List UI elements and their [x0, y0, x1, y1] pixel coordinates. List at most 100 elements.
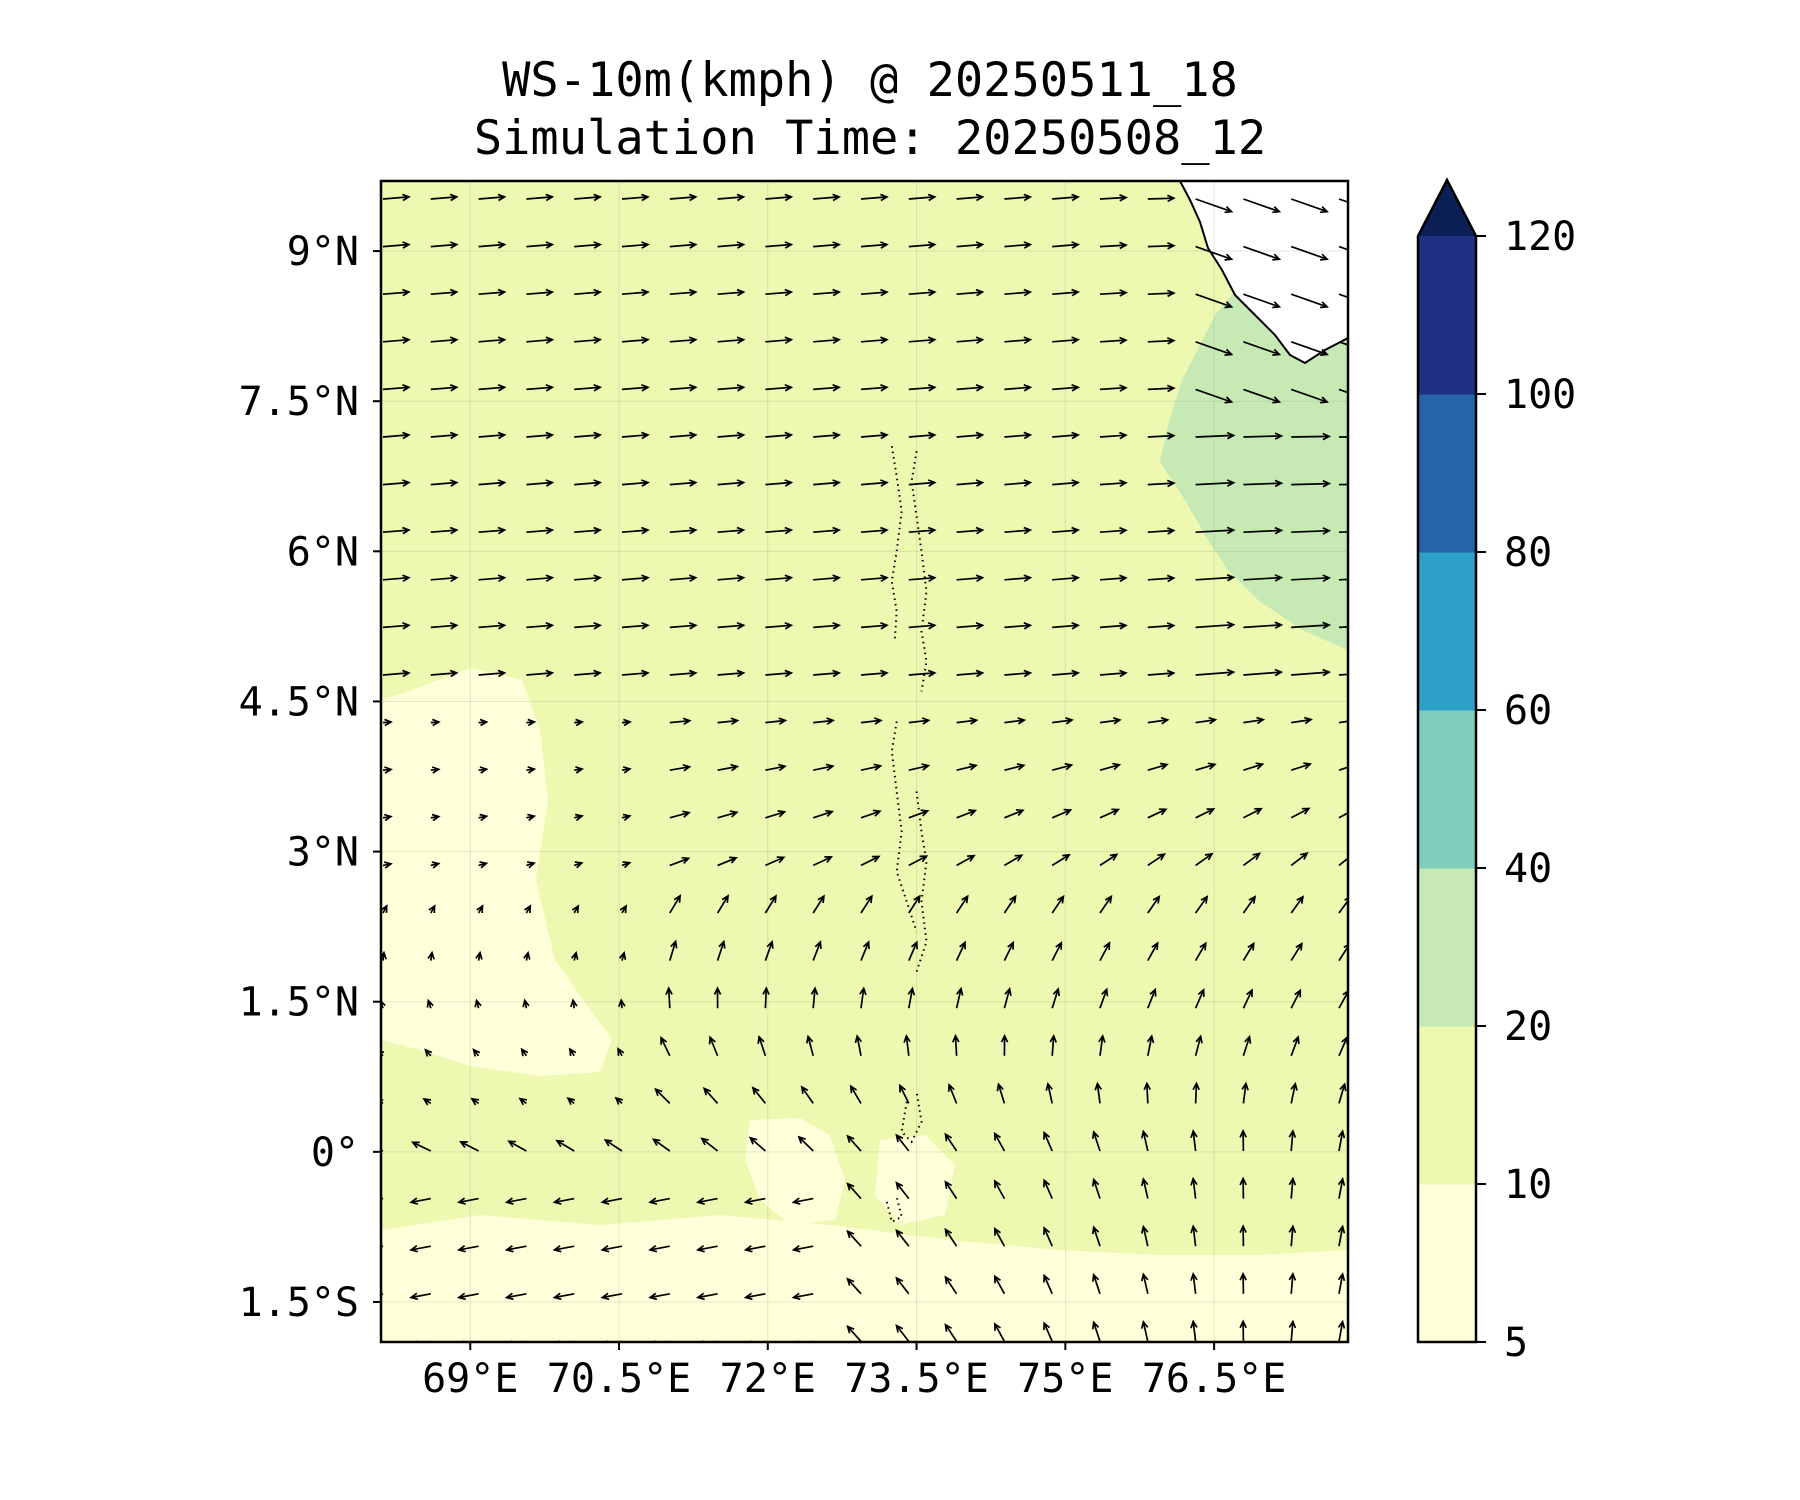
wind-arrow	[1290, 851, 1309, 867]
wind-arrow	[603, 1139, 623, 1152]
wind-arrow	[478, 622, 507, 630]
wind-arrow	[478, 526, 507, 535]
wind-arrow	[621, 384, 650, 392]
y-tick-label: 3°N	[287, 830, 359, 876]
wind-arrow	[895, 1181, 910, 1200]
wind-arrow	[956, 336, 985, 345]
wind-arrow	[526, 526, 555, 535]
wind-arrow	[474, 998, 482, 1009]
wind-arrow	[895, 1276, 910, 1295]
colorbar-band	[1418, 1026, 1476, 1185]
wind-arrow	[1190, 1176, 1198, 1199]
wind-arrow	[571, 904, 580, 914]
wind-arrow	[1147, 622, 1176, 630]
wind-arrow	[765, 669, 794, 678]
wind-arrow	[1338, 943, 1348, 962]
wind-arrow	[849, 1084, 862, 1104]
wind-arrow	[1052, 336, 1081, 345]
wind-arrow	[428, 904, 436, 914]
wind-arrow	[1338, 720, 1348, 724]
maldives-islands	[885, 446, 928, 1224]
wind-arrow	[805, 1034, 815, 1057]
wind-arrow	[810, 986, 819, 1009]
wind-arrow	[717, 336, 746, 345]
wind-arrow	[430, 479, 459, 487]
wind-arrow	[1243, 716, 1266, 725]
wind-arrow	[860, 479, 889, 487]
wind-arrow	[456, 1197, 479, 1205]
wind-arrow	[1052, 288, 1081, 297]
wind-arrow	[1098, 1034, 1106, 1056]
wind-arrow	[765, 336, 794, 345]
wind-arrow	[381, 904, 388, 914]
wind-arrow	[1291, 527, 1332, 535]
wind-arrow	[456, 1292, 479, 1301]
wind-arrow	[1243, 526, 1284, 535]
wind-arrow	[1099, 987, 1109, 1009]
wind-arrow	[1290, 245, 1329, 261]
wind-arrow	[1195, 198, 1234, 214]
wind-arrow	[860, 622, 889, 630]
wind-arrow	[860, 526, 889, 535]
wind-arrow	[1242, 1034, 1252, 1057]
wind-arrow	[520, 1047, 529, 1057]
wind-arrow	[1003, 940, 1015, 961]
wind-arrow	[669, 669, 698, 678]
wind-arrow	[956, 717, 979, 725]
x-axis: 69°E 70.5°E 72°E 73.5°E 75°E 76.5°E	[422, 1342, 1286, 1402]
wind-arrow	[1239, 1176, 1247, 1199]
wind-arrow	[574, 669, 603, 678]
wind-arrow	[1099, 669, 1128, 678]
wind-arrow	[478, 193, 507, 202]
wind-arrow	[860, 894, 873, 914]
wind-arrow	[574, 479, 603, 487]
wind-arrow	[908, 669, 937, 678]
wind-arrow	[1243, 807, 1263, 819]
wind-arrow	[552, 1292, 575, 1301]
wind-arrow	[1290, 942, 1303, 962]
wind-arrow	[1099, 762, 1122, 772]
wind-arrow	[813, 479, 842, 487]
wind-arrow	[1052, 479, 1081, 487]
wind-arrow	[1099, 808, 1121, 819]
wind-arrow	[1338, 198, 1348, 204]
wind-arrow	[860, 809, 882, 819]
wind-arrow	[1091, 1177, 1101, 1199]
wind-arrow	[952, 1033, 960, 1056]
wind-arrow	[1291, 621, 1332, 630]
wind-arrow	[1194, 988, 1205, 1009]
wind-arrow	[1052, 241, 1081, 249]
wind-arrow	[716, 939, 726, 961]
wind-arrow	[944, 1227, 958, 1247]
wind-arrow	[526, 431, 555, 440]
wind-arrow	[1338, 766, 1348, 772]
wind-arrow	[478, 861, 489, 869]
wind-arrow	[1195, 852, 1214, 867]
wind-arrow	[669, 479, 698, 487]
wind-arrow	[526, 193, 555, 202]
wind-arrow	[504, 1245, 527, 1253]
wind-arrow	[813, 669, 842, 678]
wind-arrow	[568, 1047, 577, 1057]
wind-arrow	[860, 193, 889, 202]
colorbar-band	[1418, 236, 1476, 395]
wind-arrow	[648, 1292, 670, 1301]
wind-arrow	[621, 718, 632, 727]
wind-arrow	[422, 1098, 432, 1106]
wind-arrow	[1338, 340, 1348, 346]
wind-arrow	[996, 1082, 1006, 1104]
wind-arrow	[1195, 245, 1234, 261]
wind-arrow	[1099, 941, 1111, 962]
wind-arrow	[382, 622, 411, 630]
colorbar-tick-label: 20	[1504, 1004, 1552, 1050]
wind-arrow	[523, 950, 531, 961]
wind-arrow	[1337, 1319, 1346, 1342]
y-tick-label: 6°N	[287, 529, 359, 575]
wind-arrow	[717, 193, 746, 202]
wind-arrow	[899, 1083, 910, 1104]
wind-arrow	[621, 861, 632, 869]
wind-arrow	[1045, 1081, 1054, 1104]
wind-arrow	[1338, 483, 1348, 486]
wind-arrow	[1290, 198, 1329, 214]
wind-arrow	[1147, 808, 1168, 819]
